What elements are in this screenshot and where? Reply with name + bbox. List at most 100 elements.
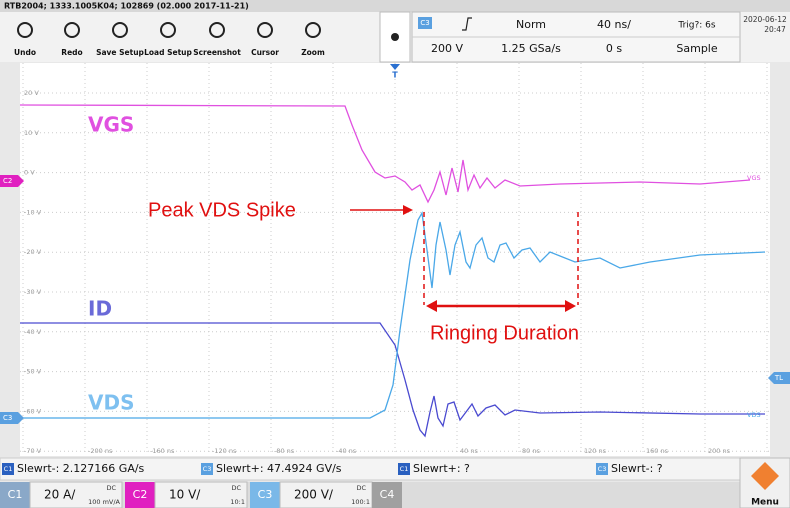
channel-probe: 10:1 [230,498,245,506]
trace-label: ID [88,297,112,321]
channel-tab[interactable] [0,482,30,508]
setting-value: Trig?: 6s [677,21,715,31]
x-label: -160 ns [150,447,175,455]
channel-name: C3 [258,488,273,501]
button-icon [160,22,176,38]
peak-annotation: Peak VDS Spike [148,199,296,221]
measurement-badge [201,463,213,475]
time: 20:47 [764,25,786,34]
id-trace [20,322,765,438]
tl-marker-label: TL [774,374,783,382]
y-label: 20 V [24,89,39,97]
toolbar-button-label: Redo [61,48,82,57]
setting-value: Sample [676,42,717,55]
measurement-channel: C3 [598,465,607,473]
end-label: VDS [747,411,761,419]
channel-coupling: DC [231,484,241,492]
button-icon [17,22,33,38]
channel-coupling: DC [106,484,116,492]
y-label: -40 V [24,328,42,336]
channel-probe: 100 mV/A [88,498,120,506]
channel-coupling: DC [356,484,366,492]
vds-trace [20,211,766,419]
channel-tab[interactable] [125,482,155,508]
measurement-channel: C1 [400,465,409,473]
channel-tab[interactable] [250,482,280,508]
trigger-slope-icon [462,17,472,31]
x-label: 120 ns [584,447,607,455]
trace-label: VGS [88,113,134,137]
toolbar-button-label: Screenshot [193,48,241,57]
channel-settings[interactable] [279,481,373,508]
measurement-text: Slewrt-: 2.127166 GA/s [17,462,145,475]
title-bar [0,0,790,12]
ringing-annotation: Ringing Duration [430,322,579,344]
toolbar-button-label: Zoom [301,48,325,57]
c3-marker [0,412,24,424]
trigger-position-label: T [392,71,398,80]
measurement-badge [398,463,410,475]
setting-value: 0 s [606,42,622,55]
x-label: -200 ns [88,447,113,455]
button-icon [64,22,80,38]
c2-marker-label: C2 [3,177,12,185]
y-label: -60 V [24,407,42,415]
channel-settings[interactable] [154,481,248,508]
measurement-bar [0,457,790,481]
button-icon [112,22,128,38]
button-icon [305,22,321,38]
c3-marker-label: C3 [3,414,12,422]
settings-channel: C3 [420,19,429,27]
x-label: 160 ns [646,447,669,455]
channel-settings[interactable] [29,481,123,508]
channel-probe: 100:1 [351,498,370,506]
measurement-badge [596,463,608,475]
logo [751,462,779,490]
grid [20,63,770,455]
button-icon [209,22,225,38]
x-label: -80 ns [274,447,295,455]
channel-name: C4 [380,488,395,501]
toolbar-button-label: Load Setup [144,48,192,57]
title-bar-text: RTB2004; 1333.1005K04; 102869 (02.000 20… [4,2,249,11]
channel-scale: 20 A/ [44,488,76,502]
y-label: -70 V [24,447,42,455]
gear-icon [391,33,399,41]
measurement-badge [2,463,14,475]
setting-value: 1.25 GSa/s [501,42,561,55]
tl-marker [768,372,790,384]
y-label: -30 V [24,288,42,296]
y-label: -10 V [24,208,42,216]
measurement-text: Slewrt+: ? [413,462,470,475]
arrow-head [403,205,413,215]
x-label: 40 ns [460,447,478,455]
toolbar-button-label: Cursor [251,48,279,57]
trigger-position-marker [390,64,400,70]
setting-value: 200 V [431,42,463,55]
vgs-trace [19,104,751,204]
date: 2020-06-12 [743,15,787,24]
y-label: -20 V [24,248,42,256]
y-label: 10 V [24,129,39,137]
toolbar-button-label: Undo [14,48,36,57]
button-icon [257,22,273,38]
channel-scale: 10 V/ [169,488,201,502]
measurement-channel: C1 [4,465,13,473]
y-label: -50 V [24,368,42,376]
x-label: 80 ns [522,447,540,455]
channel-badge [418,17,432,29]
channel-tab[interactable] [372,482,402,508]
channel-name: C1 [8,488,23,501]
measurement-channel: C3 [203,465,212,473]
y-label: 0 V [24,169,35,177]
c2-marker [0,175,24,187]
trace-label: VDS [88,391,134,415]
setting-value: 40 ns/ [597,18,631,31]
toolbar-button-label: Save Setup [96,48,144,57]
x-label: -40 ns [336,447,357,455]
x-label: -120 ns [212,447,237,455]
channel-scale: 200 V/ [294,488,334,502]
end-label: VGS [747,174,761,182]
x-label: 200 ns [708,447,731,455]
